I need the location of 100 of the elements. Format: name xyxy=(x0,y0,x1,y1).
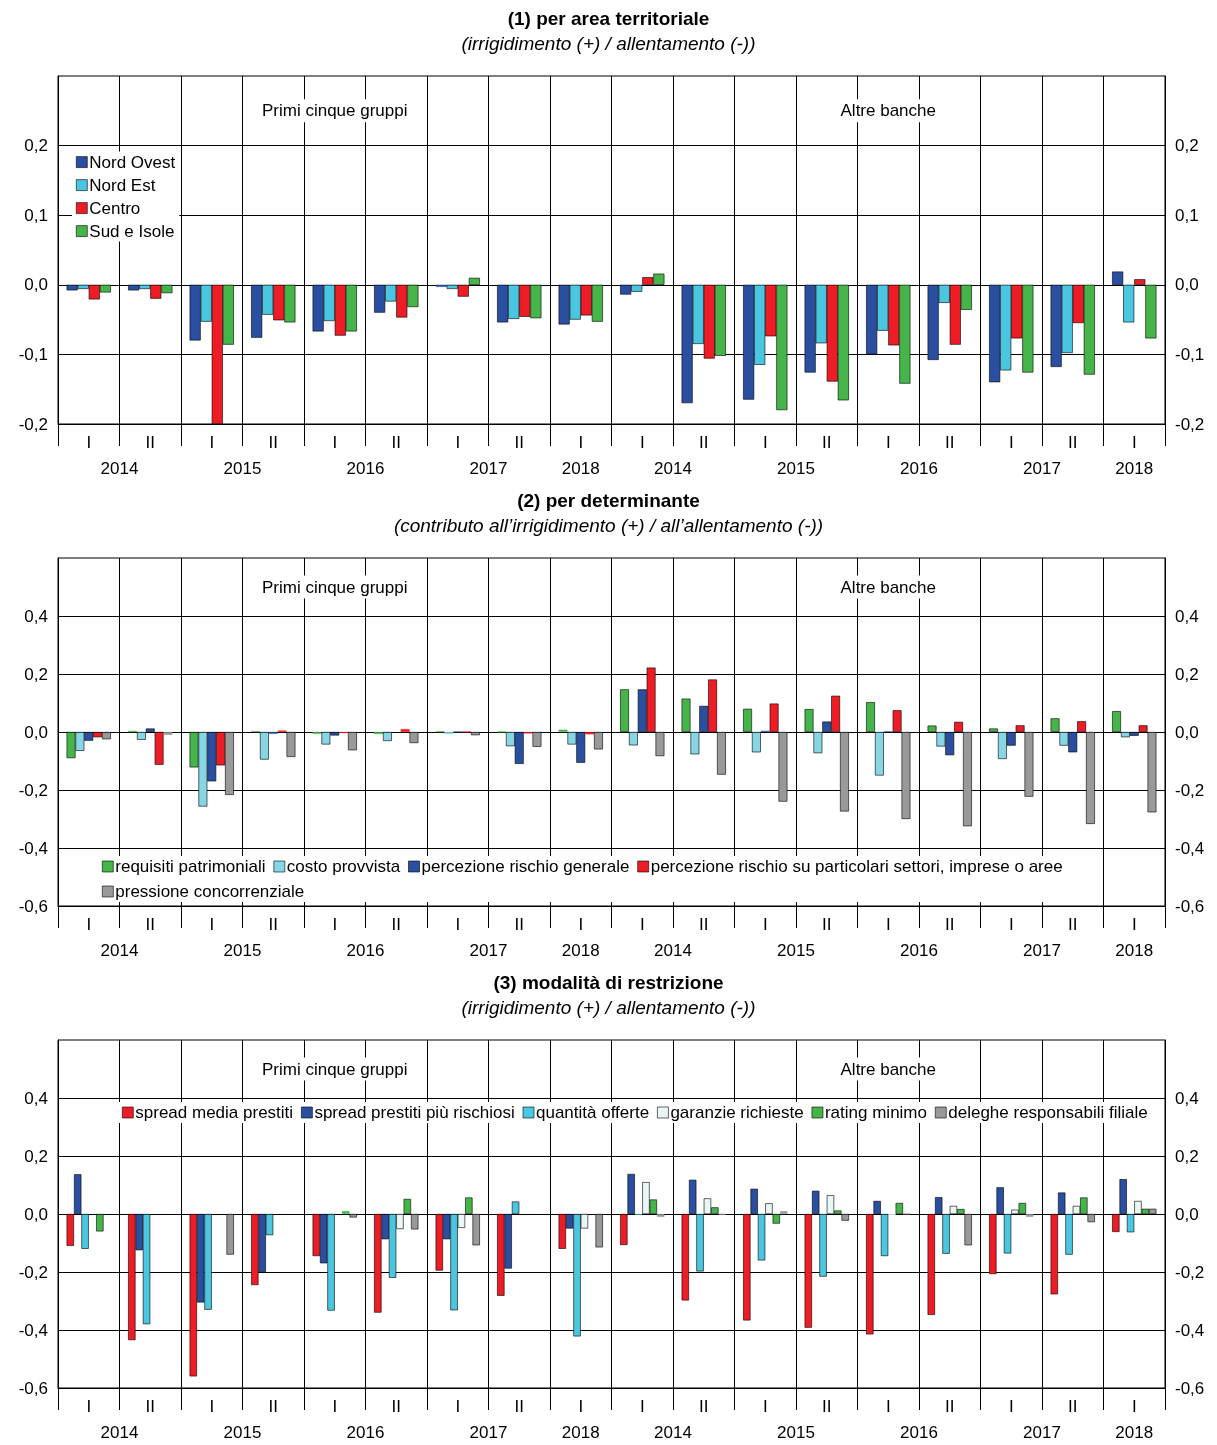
x-tick-label: II xyxy=(945,915,955,934)
text: 2015 xyxy=(223,940,262,960)
x-tick-label: II xyxy=(699,1397,709,1416)
legend-label: pressione concorrenziale xyxy=(115,882,305,901)
x-tick-label: II xyxy=(945,433,955,452)
bar xyxy=(1026,1214,1034,1217)
text: 2016 xyxy=(346,458,385,478)
x-tick-label: II xyxy=(145,433,155,452)
text: 2016 xyxy=(900,1422,938,1442)
legend-label: costo provvista xyxy=(286,857,401,876)
chart-subtitle: (irrigidimento (+) / allentamento (-)) xyxy=(461,33,756,54)
x-tick-label: II xyxy=(822,433,832,452)
text: 2017 xyxy=(1023,1422,1061,1442)
legend-label: spread media prestiti xyxy=(135,1103,294,1122)
chart-title: (3) modalità di restrizione xyxy=(493,972,724,993)
x-tick-label: I xyxy=(86,915,92,934)
legend-label: Centro xyxy=(89,198,141,218)
y2-tick-label: 0,1 xyxy=(1175,205,1199,225)
y2-tick-label: -0,4 xyxy=(1175,1320,1205,1340)
x-tick-label: I xyxy=(332,1397,338,1416)
x-tick-label: II xyxy=(822,1397,832,1416)
y-tick-label: -0,2 xyxy=(18,414,48,434)
x-tick-label: II xyxy=(945,1397,955,1416)
x-tick-label: I xyxy=(639,433,645,452)
x-tick-label: I xyxy=(762,433,768,452)
y2-tick-label: 0,2 xyxy=(1175,136,1199,156)
y2-tick-label: 0,4 xyxy=(1175,1088,1199,1108)
x-tick-label: I xyxy=(209,915,215,934)
x-tick-label: II xyxy=(514,433,524,452)
annotation: Primi cinque gruppi xyxy=(261,577,408,597)
x-tick-label: I xyxy=(1131,1397,1137,1416)
legend-label: quantità offerte xyxy=(536,1103,650,1122)
x-tick-label: II xyxy=(1068,915,1078,934)
x-tick-label: I xyxy=(455,1397,461,1416)
y-tick-label: -0,4 xyxy=(18,1320,48,1340)
x-tick-label: I xyxy=(885,1397,891,1416)
x-tick-label: II xyxy=(514,915,524,934)
x-tick-label: I xyxy=(762,915,768,934)
legend-label: deleghe responsabili filiale xyxy=(948,1103,1148,1122)
y-tick-label: -0,2 xyxy=(18,1262,48,1282)
x-tick-label: I xyxy=(209,1397,215,1416)
annotation: Primi cinque gruppi xyxy=(261,101,408,121)
text: 2017 xyxy=(1023,940,1061,960)
x-tick-label: II xyxy=(145,1397,155,1416)
text: 2016 xyxy=(346,940,385,960)
text: 2015 xyxy=(777,940,815,960)
chart-title: (1) per area territoriale xyxy=(507,8,710,29)
y2-tick-label: 0,4 xyxy=(1175,606,1199,626)
text: 2014 xyxy=(100,458,139,478)
x-tick-label: II xyxy=(268,1397,278,1416)
x-tick-label: II xyxy=(391,433,401,452)
chart-subtitle: (irrigidimento (+) / allentamento (-)) xyxy=(461,997,756,1018)
text: 2015 xyxy=(223,458,262,478)
text: 2018 xyxy=(561,940,600,960)
x-tick-label: II xyxy=(1068,433,1078,452)
y2-tick-label: 0,0 xyxy=(1175,275,1199,295)
y-tick-label: -0,4 xyxy=(18,838,48,858)
annotation: Primi cinque gruppi xyxy=(261,1059,408,1079)
legend-label: Nord Est xyxy=(89,175,156,195)
x-tick-label: I xyxy=(86,433,92,452)
text: 2016 xyxy=(900,458,938,478)
x-tick-label: II xyxy=(391,1397,401,1416)
legend-label: percezione rischio generale xyxy=(421,857,630,876)
legend-label: Sud e Isole xyxy=(89,221,175,241)
text: 2018 xyxy=(1115,940,1154,960)
y-tick-label: 0,0 xyxy=(24,275,48,295)
y2-tick-label: -0,2 xyxy=(1175,414,1205,434)
y2-tick-label: 0,0 xyxy=(1175,1204,1199,1224)
x-tick-label: I xyxy=(885,915,891,934)
bar xyxy=(400,729,410,732)
y-tick-label: 0,2 xyxy=(24,664,48,684)
text: 2018 xyxy=(1115,458,1154,478)
legend-label: garanzie richieste xyxy=(670,1103,804,1122)
y2-tick-label: 0,0 xyxy=(1175,722,1199,742)
y-tick-label: -0,6 xyxy=(18,1378,48,1398)
text: 2017 xyxy=(1023,458,1061,478)
y2-tick-label: -0,6 xyxy=(1175,896,1205,916)
x-tick-label: I xyxy=(455,433,461,452)
x-tick-label: II xyxy=(699,915,709,934)
text: 2018 xyxy=(561,458,600,478)
text: 2016 xyxy=(900,940,938,960)
text: 2014 xyxy=(654,1422,692,1442)
y-tick-label: 0,2 xyxy=(24,136,48,156)
x-tick-label: I xyxy=(455,915,461,934)
x-tick-label: I xyxy=(639,915,645,934)
x-tick-label: II xyxy=(1068,1397,1078,1416)
y2-tick-label: -0,6 xyxy=(1175,1378,1205,1398)
x-tick-label: I xyxy=(578,915,584,934)
x-tick-label: I xyxy=(762,1397,768,1416)
y2-tick-label: 0,2 xyxy=(1175,664,1199,684)
y2-tick-label: 0,2 xyxy=(1175,1146,1199,1166)
x-tick-label: I xyxy=(1131,915,1137,934)
x-tick-label: I xyxy=(209,433,215,452)
x-tick-label: II xyxy=(822,915,832,934)
y-tick-label: -0,6 xyxy=(18,896,48,916)
text: 2018 xyxy=(1115,1422,1154,1442)
y-tick-label: 0,4 xyxy=(24,606,48,626)
x-tick-label: I xyxy=(86,1397,92,1416)
bar xyxy=(163,732,173,735)
text: 2015 xyxy=(223,1422,262,1442)
